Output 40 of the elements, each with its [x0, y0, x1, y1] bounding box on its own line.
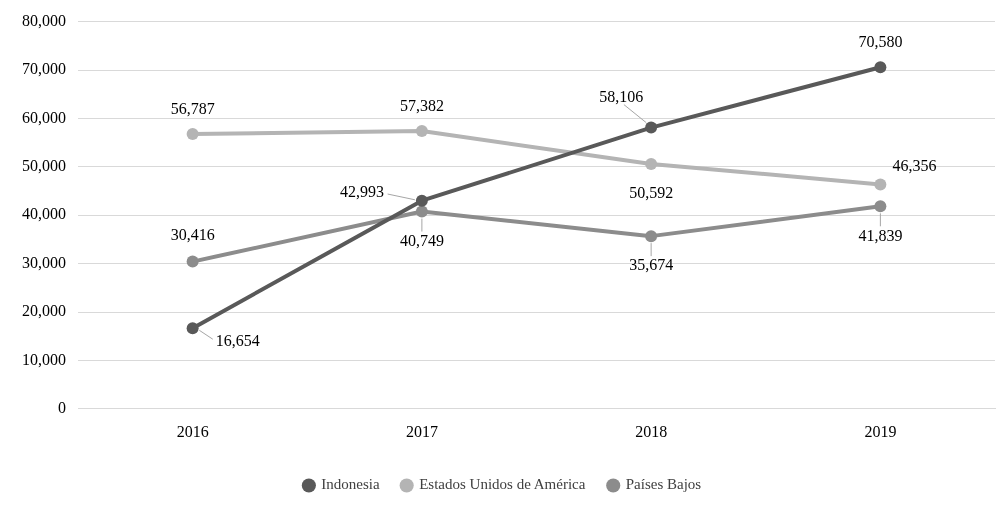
y-tick-label: 20,000: [22, 302, 66, 320]
y-tick-label: 60,000: [22, 108, 66, 126]
y-tick-label: 10,000: [22, 350, 66, 368]
point: [415, 125, 428, 138]
data-label: 56,787: [170, 100, 215, 118]
point: [186, 255, 199, 268]
x-tick-label: 2016: [176, 422, 209, 440]
data-label: 42,993: [339, 182, 384, 200]
point: [645, 230, 658, 243]
y-tick-label: 40,000: [22, 205, 66, 223]
x-tick-label: 2018: [635, 422, 668, 440]
data-label: 35,674: [629, 256, 674, 274]
data-label: 57,382: [399, 97, 444, 115]
x-tick-label: 2017: [405, 422, 438, 440]
y-tick-label: 50,000: [22, 157, 66, 174]
y-tick-label: 30,000: [22, 253, 66, 271]
data-label: 41,839: [858, 226, 903, 244]
legend-label: Indonesia: [321, 476, 381, 493]
data-label: 58,106: [599, 87, 644, 105]
point: [645, 157, 658, 170]
point: [415, 205, 428, 218]
point: [874, 200, 887, 213]
y-tick-label: 0: [58, 399, 66, 416]
data-label: 46,356: [892, 156, 937, 174]
data-label: 16,654: [215, 332, 260, 350]
y-tick-label: 80,000: [22, 11, 66, 29]
y-tick-label: 70,000: [22, 60, 66, 78]
data-label: 50,592: [629, 184, 674, 202]
point: [186, 127, 199, 140]
legend-label: Estados Unidos de América: [419, 476, 586, 493]
point: [874, 178, 887, 191]
data-label: 30,416: [170, 225, 215, 243]
data-label: 70,580: [858, 33, 903, 51]
data-label: 40,749: [399, 231, 444, 249]
point: [186, 322, 199, 335]
x-tick-label: 2019: [864, 422, 897, 440]
legend-label: Países Bajos: [625, 476, 702, 493]
point: [645, 121, 658, 134]
point: [415, 194, 428, 207]
point: [874, 61, 887, 74]
